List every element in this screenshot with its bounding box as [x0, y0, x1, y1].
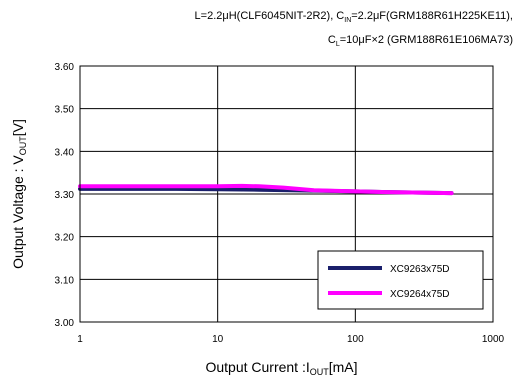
plot-frame — [79, 65, 494, 323]
y-tick-label: 3.50 — [55, 105, 75, 116]
x-tick-labels: 1 10 100 1000 — [77, 334, 504, 345]
legend-box — [317, 250, 484, 310]
x-tick-label: 100 — [347, 334, 364, 345]
x-axis-title: Output Current :IOUT[mA] — [205, 359, 357, 377]
y-tick-label: 3.10 — [55, 275, 75, 286]
y-axis-title: Output Voltage : VOUT[V] — [10, 119, 28, 269]
y-tick-label: 3.30 — [55, 190, 75, 201]
test-conditions-line-2: CL=10μF×2 (GRM188R61E106MA73) — [327, 34, 513, 49]
series-line — [78, 183, 454, 196]
legend-label: XC9263x75D — [390, 264, 449, 275]
y-tick-label: 3.00 — [55, 318, 75, 329]
y-tick-label: 3.20 — [55, 233, 75, 244]
y-tick-label: 3.40 — [55, 147, 75, 158]
x-tick-label: 1 — [77, 334, 83, 345]
y-tick-label: 3.60 — [55, 62, 75, 73]
x-tick-label: 10 — [212, 334, 224, 345]
test-conditions-line-1: L=2.2μH(CLF6045NIT-2R2), CIN=2.2μF(GRM18… — [194, 10, 513, 25]
x-tick-label: 1000 — [482, 334, 505, 345]
series-layer — [78, 183, 454, 196]
legend: XC9263x75D XC9264x75D — [317, 250, 484, 310]
legend-label: XC9264x75D — [390, 289, 449, 300]
y-tick-labels: 3.00 3.10 3.20 3.30 3.40 3.50 3.60 — [55, 62, 75, 329]
